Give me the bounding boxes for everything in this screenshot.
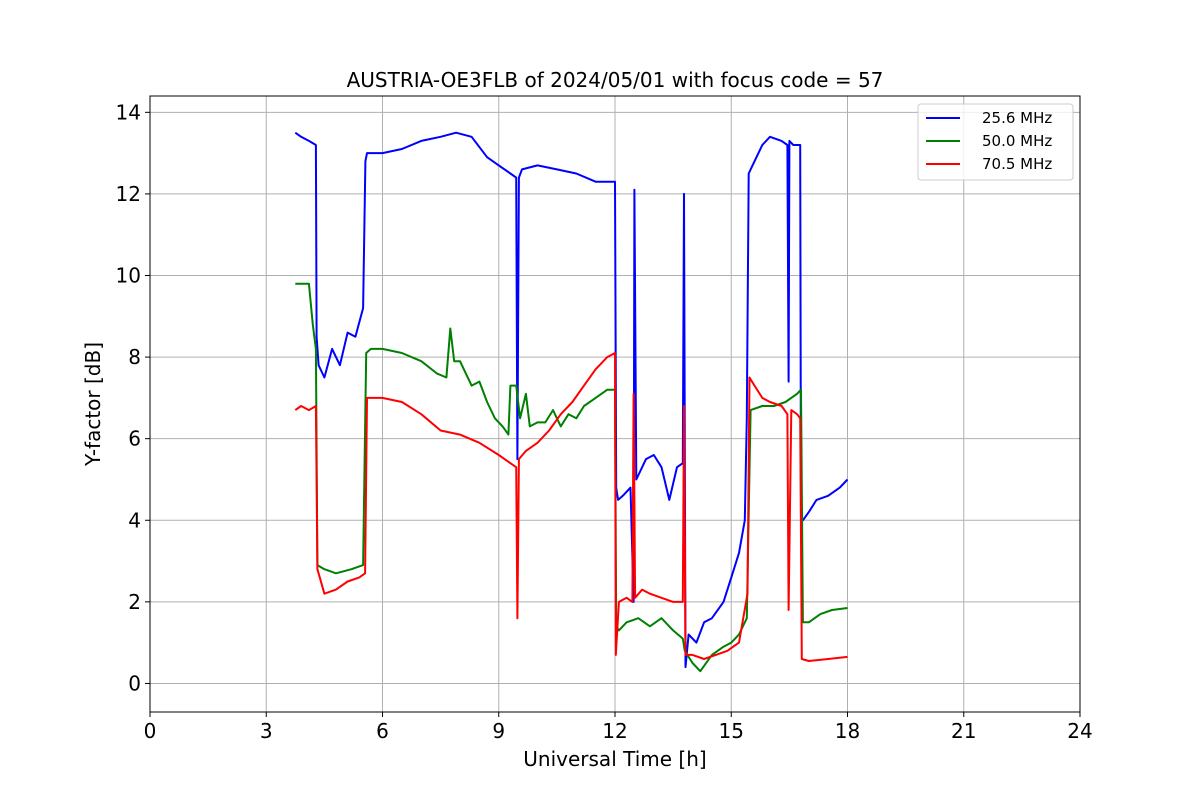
y-tick-label: 10: [116, 263, 141, 287]
legend-label: 50.0 MHz: [982, 132, 1052, 150]
y-axis-ticks: 0 2 4 6 8 10 12 14: [116, 100, 150, 695]
x-tick-label: 24: [1067, 719, 1092, 743]
y-tick-label: 6: [128, 427, 141, 451]
legend-label: 70.5 MHz: [982, 155, 1052, 173]
x-tick-label: 21: [951, 719, 976, 743]
x-tick-label: 18: [835, 719, 860, 743]
y-tick-label: 4: [128, 508, 141, 532]
legend-label: 25.6 MHz: [982, 109, 1052, 127]
x-axis-ticks: 0 3 6 9 12 15 18 21 24: [144, 712, 1093, 743]
y-axis-label: Y-factor [dB]: [81, 342, 105, 467]
x-tick-label: 0: [144, 719, 157, 743]
series-line-25-6-mhz: [294, 131, 849, 669]
y-tick-label: 8: [128, 345, 141, 369]
x-tick-label: 6: [376, 719, 389, 743]
y-tick-label: 2: [128, 590, 141, 614]
x-tick-label: 9: [492, 719, 505, 743]
y-tick-label: 12: [116, 182, 141, 206]
series-lines: [294, 131, 849, 673]
legend-box: [917, 103, 1074, 181]
x-axis-label: Universal Time [h]: [523, 747, 706, 771]
x-tick-label: 3: [260, 719, 273, 743]
series-line-70-5-mhz: [294, 352, 848, 662]
x-tick-label: 15: [719, 719, 744, 743]
x-tick-label: 12: [602, 719, 627, 743]
legend: 25.6 MHz 50.0 MHz 70.5 MHz: [917, 103, 1074, 181]
y-tick-label: 0: [128, 671, 141, 695]
chart-title: AUSTRIA-OE3FLB of 2024/05/01 with focus …: [347, 68, 884, 92]
y-tick-label: 14: [116, 100, 141, 124]
